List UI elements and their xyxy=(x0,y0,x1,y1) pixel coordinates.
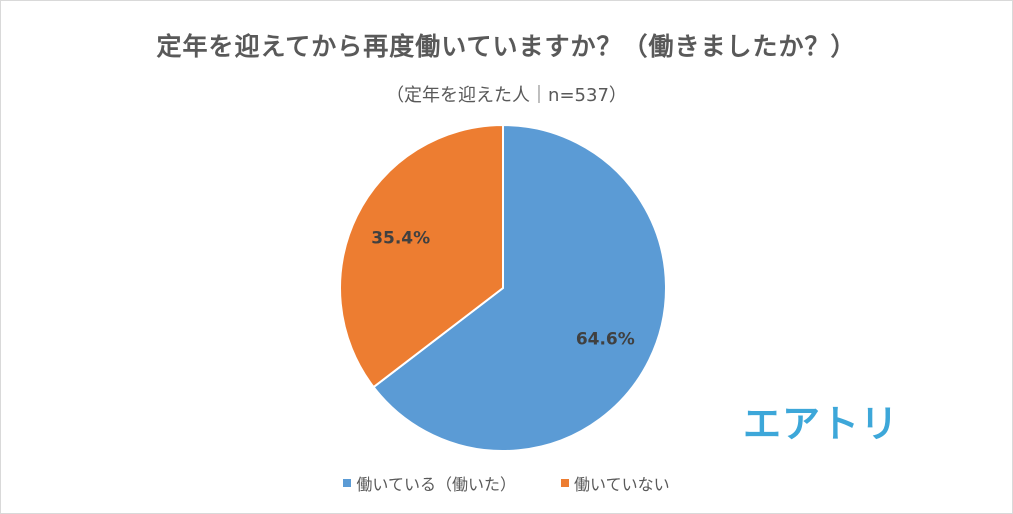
legend-label-not-working: 働いていない xyxy=(574,475,670,494)
pie-slice-working xyxy=(372,123,667,452)
legend-swatch-working xyxy=(343,479,352,487)
pie-slice-not-working xyxy=(339,123,504,389)
chart-title: 定年を迎えてから再度働いていますか？（働きましたか？） xyxy=(156,32,857,61)
data-label-working: 64.6% xyxy=(576,330,635,350)
legend-item-working: 働いている（働いた） xyxy=(343,471,516,495)
data-label-not-working: 35.4% xyxy=(371,228,430,248)
legend-label-working: 働いている（働いた） xyxy=(356,475,516,494)
legend-item-not-working: 働いていない xyxy=(561,471,670,495)
chart-legend: 働いている（働いた） 働いていない xyxy=(1,471,1012,495)
legend-swatch-not-working xyxy=(561,479,570,487)
chart-subtitle: （定年を迎えた人｜n=537） xyxy=(386,85,627,106)
airtrip-logo: エアトリ xyxy=(743,402,900,446)
